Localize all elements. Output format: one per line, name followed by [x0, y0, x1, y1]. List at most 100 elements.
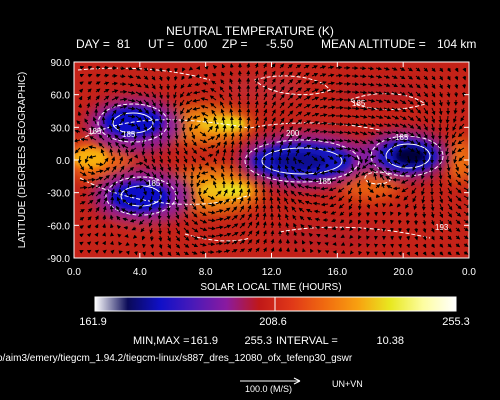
wind-vector: [399, 131, 408, 136]
wind-vector: [103, 65, 109, 70]
wind-vector: [349, 226, 354, 232]
wind-vector: [151, 171, 157, 179]
wind-vector: [315, 225, 321, 230]
wind-vector: [219, 93, 225, 101]
wind-vector: [127, 82, 135, 87]
wind-vector: [286, 148, 291, 157]
wind-vector: [391, 107, 400, 112]
wind-vector: [158, 83, 163, 91]
wind-vector: [118, 250, 123, 255]
wind-vector: [270, 148, 275, 157]
wind-vector: [81, 127, 89, 133]
wind-vector: [141, 235, 146, 241]
wind-vector: [411, 171, 417, 179]
wind-vector: [270, 247, 275, 253]
wind-vector: [356, 163, 361, 172]
wind-vector: [148, 211, 153, 220]
contour-label: 185: [122, 130, 136, 139]
wind-vector: [308, 232, 313, 238]
wind-vector: [463, 243, 469, 247]
contour-label: 185: [147, 179, 161, 188]
wind-vector: [212, 64, 218, 70]
wind-vector: [296, 168, 305, 173]
wind-vector: [193, 90, 201, 95]
wind-vector: [183, 195, 188, 204]
wind-vector: [407, 131, 415, 137]
wind-vector: [167, 251, 172, 257]
wind-vector: [291, 165, 297, 173]
wind-vector: [431, 115, 436, 124]
wind-vector: [246, 132, 251, 141]
wind-vector: [291, 206, 297, 213]
wind-vector: [423, 139, 428, 148]
wind-vector: [367, 195, 372, 202]
wind-vector: [182, 171, 187, 180]
wind-vector: [453, 107, 458, 115]
wind-vector: [413, 203, 418, 210]
wind-vector: [392, 169, 401, 174]
wind-vector: [94, 241, 99, 246]
wind-vector: [328, 187, 337, 192]
wind-vector: [455, 235, 461, 240]
wind-vector: [351, 155, 359, 161]
wind-vector: [399, 138, 408, 143]
wind-vector: [375, 131, 384, 135]
wind-vector: [389, 148, 394, 157]
wind-vector: [453, 155, 458, 164]
wind-vector: [247, 247, 253, 253]
wind-vector: [95, 88, 101, 93]
wind-vector: [454, 91, 459, 98]
wind-vector: [246, 180, 251, 189]
wind-vector: [359, 82, 367, 87]
wind-vector: [111, 89, 119, 94]
wind-vector: [254, 204, 259, 213]
wind-vector: [109, 240, 114, 246]
wind-vector: [351, 114, 360, 119]
x-tick-label: 0.0: [67, 267, 81, 278]
wind-vector: [407, 107, 415, 114]
wind-vector: [463, 171, 469, 176]
wind-vector: [119, 165, 125, 173]
wind-vector: [295, 95, 303, 101]
wind-vector: [423, 123, 428, 131]
wind-vector: [287, 94, 294, 101]
wind-vector: [287, 141, 292, 149]
wind-vector: [230, 140, 235, 149]
wind-vector: [229, 63, 234, 69]
wind-vector: [399, 75, 406, 80]
wind-vector: [231, 231, 239, 237]
wind-vector: [210, 102, 217, 109]
x-tick-label: 20.0: [393, 267, 413, 278]
wind-vector: [79, 73, 85, 78]
wind-vector: [239, 205, 245, 213]
wind-vector: [125, 250, 130, 255]
wind-vector: [271, 70, 276, 77]
wind-vector: [319, 113, 328, 118]
wind-vector: [359, 74, 367, 79]
wind-vector: [445, 155, 450, 164]
wind-vector: [463, 195, 469, 200]
wind-vector: [191, 131, 196, 140]
wind-vector: [455, 250, 461, 255]
wind-vector: [314, 217, 321, 222]
wind-vector: [311, 96, 320, 101]
wind-vector: [201, 112, 209, 117]
wind-vector: [439, 251, 444, 256]
wind-vector: [127, 174, 134, 181]
wind-vector: [415, 67, 421, 72]
wind-vector: [127, 157, 133, 165]
wind-vector: [431, 123, 435, 132]
wind-vector: [367, 82, 375, 87]
wind-vector: [351, 98, 360, 103]
wind-vector: [87, 171, 96, 175]
wind-vector: [357, 211, 362, 218]
wind-vector: [210, 174, 217, 181]
wind-vector: [367, 74, 375, 79]
x-tick-label: 0.0: [462, 267, 476, 278]
wind-vector: [455, 219, 461, 225]
wind-vector: [383, 66, 390, 71]
wind-vector: [87, 163, 94, 170]
wind-vector: [367, 131, 376, 136]
wind-vector: [407, 115, 415, 121]
wind-vector: [405, 211, 410, 217]
